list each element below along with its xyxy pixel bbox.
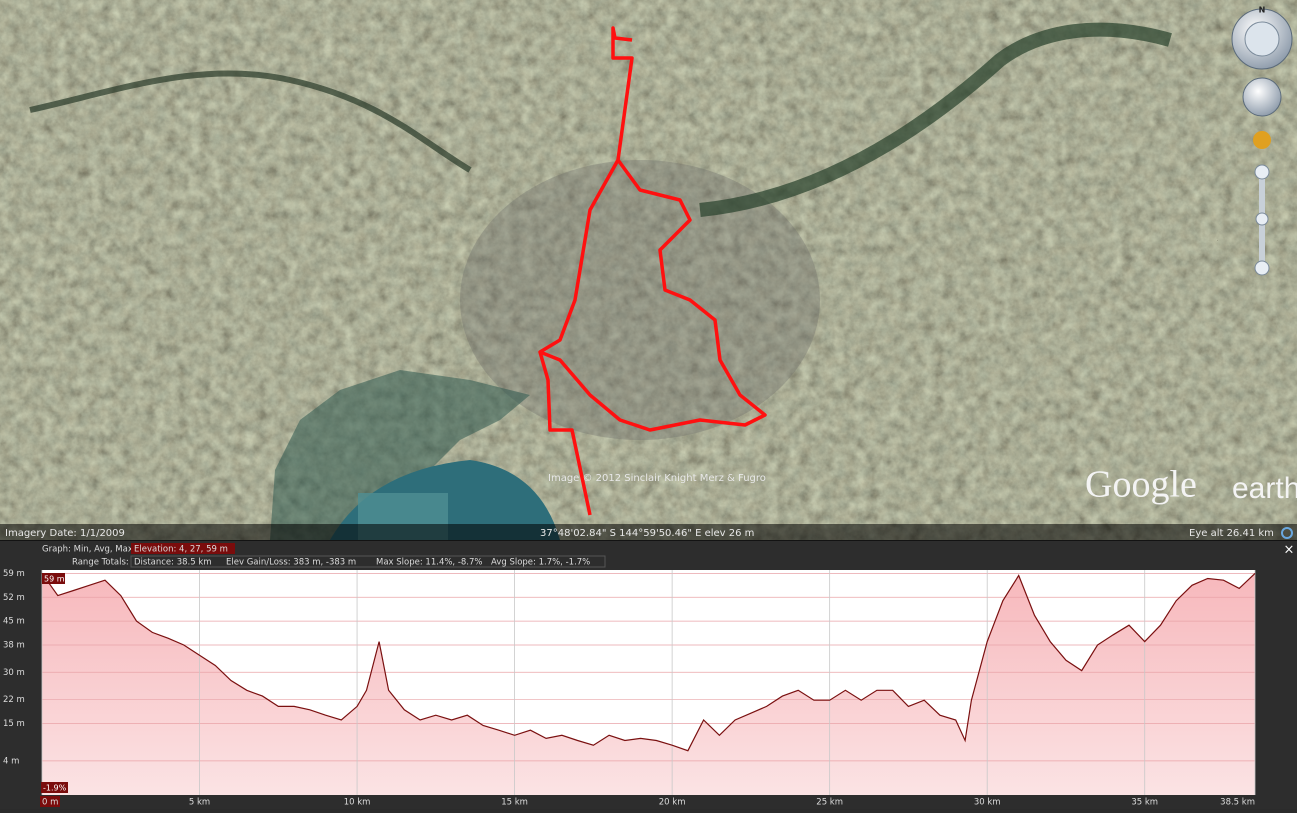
x-origin-box (40, 796, 60, 807)
cursor-label: 59 m (44, 575, 65, 584)
x-tick-label: 10 km (344, 798, 371, 808)
status-indicator (1281, 527, 1293, 539)
y-tick-label: 38 m (3, 641, 25, 651)
x-tick-label: 35 km (1131, 798, 1158, 808)
x-tick-label: 20 km (659, 798, 686, 808)
zoom-out[interactable] (1254, 260, 1270, 276)
y-tick-label: 59 m (3, 569, 25, 579)
gain-loss: Elev Gain/Loss: 383 m, -383 m (226, 558, 356, 568)
coordinates: 37°48'02.84" S 144°59'50.46" E elev 26 m (540, 528, 754, 539)
route-loop (539, 158, 767, 432)
river (29, 70, 472, 173)
y-tick-label: 30 m (3, 668, 25, 678)
range-label: Range Totals: (72, 558, 129, 568)
imagery-date: Imagery Date: 1/1/2009 (5, 528, 125, 539)
x-tick-label: 25 km (816, 798, 843, 808)
distance: Distance: 38.5 km (134, 558, 212, 568)
x-tick-label: 15 km (501, 798, 528, 808)
cursor-box (42, 573, 65, 584)
graph-label: Graph: Min, Avg, Max (42, 545, 133, 555)
y-tick-label: 22 m (3, 695, 25, 705)
status-bar (0, 524, 1297, 541)
x-tick-label: 0 m (42, 798, 58, 808)
close-button[interactable]: × (1284, 543, 1295, 558)
logo-google: Google (1085, 464, 1197, 506)
street-view[interactable] (1253, 131, 1271, 149)
logo-earth: earth (1232, 472, 1297, 505)
zoom-in[interactable] (1254, 164, 1270, 180)
y-tick-label: 4 m (3, 756, 19, 766)
x-tick-label: 30 km (974, 798, 1001, 808)
x-tick-label: 5 km (189, 798, 210, 808)
copyright: Image © 2012 Sinclair Knight Merz & Fugr… (548, 473, 766, 484)
y-tick-label: 45 m (3, 617, 25, 627)
elevation-box (131, 543, 235, 554)
slope-label: -1.9% (43, 784, 67, 793)
look-control[interactable] (1244, 21, 1280, 57)
elevation-line (41, 572, 1256, 752)
x-tick-label: 38.5 km (1220, 798, 1255, 808)
max-slope: Max Slope: 11.4%, -8.7% (376, 558, 483, 568)
city-area (460, 160, 820, 440)
move-control[interactable] (1242, 77, 1282, 117)
map-texture (0, 0, 1297, 540)
elevation-area (42, 573, 1255, 795)
eye-altitude: Eye alt 26.41 km (1189, 528, 1274, 539)
route-line (538, 26, 634, 516)
range-box (130, 555, 606, 568)
slope-box (41, 782, 68, 793)
zoom-thumb[interactable] (1255, 212, 1269, 226)
map-view[interactable]: Image © 2012 Sinclair Knight Merz & Fugr… (0, 0, 1297, 541)
elevation-stats: Elevation: 4, 27, 59 m (134, 545, 228, 555)
north-label: N (1259, 6, 1266, 15)
elevation-plot: 59 m -1.9% (41, 570, 1256, 795)
y-tick-label: 15 m (3, 719, 25, 729)
river-valley (699, 22, 1172, 217)
avg-slope: Avg Slope: 1.7%, -1.7% (491, 558, 590, 568)
y-tick-label: 52 m (3, 593, 25, 603)
